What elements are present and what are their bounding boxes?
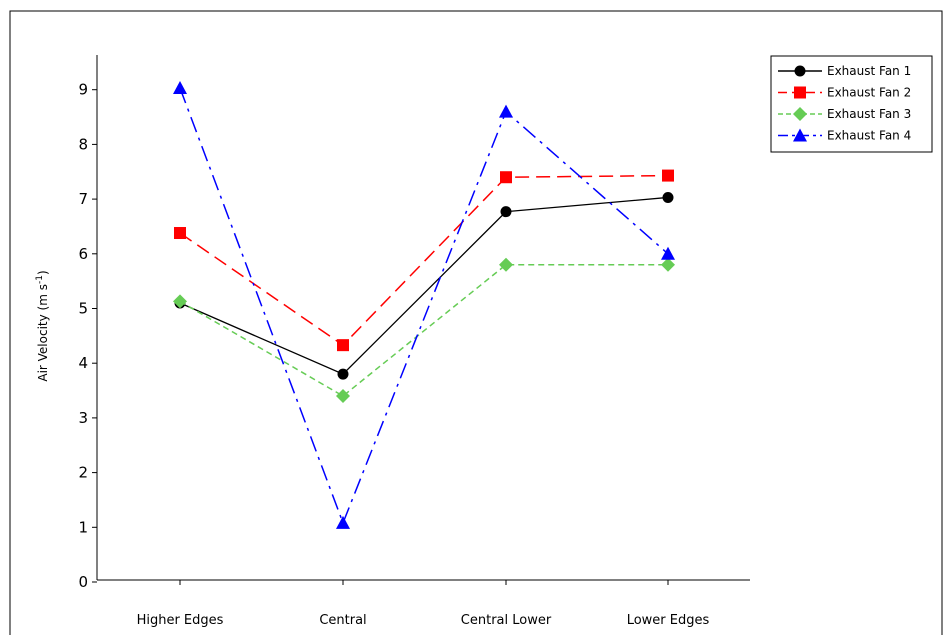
- data-point-marker: [336, 389, 350, 404]
- series-line: [179, 196, 669, 375]
- y-tick-label: 4: [78, 354, 88, 372]
- data-point-marker: [499, 257, 513, 272]
- legend-label: Exhaust Fan 4: [827, 129, 911, 143]
- series-line: [179, 263, 668, 397]
- legend-entry: Exhaust Fan 3: [778, 107, 911, 121]
- data-point-marker: [337, 339, 349, 352]
- x-tick-label: Central Lower: [461, 613, 552, 628]
- legend-marker: [794, 86, 806, 99]
- y-tick-label: 2: [78, 464, 88, 482]
- legend-entry: Exhaust Fan 4: [778, 128, 911, 143]
- y-tick-label: 7: [78, 190, 88, 208]
- series-3: [173, 257, 675, 404]
- data-point-marker: [337, 368, 349, 380]
- x-tick-label: Central: [319, 613, 366, 628]
- y-axis-label: Air Velocity (m s-1): [35, 270, 50, 381]
- legend-label: Exhaust Fan 2: [827, 86, 911, 100]
- legend-marker: [793, 107, 807, 121]
- y-tick-label: 6: [78, 245, 88, 263]
- data-point-marker: [500, 171, 512, 184]
- data-point-marker: [173, 81, 187, 95]
- data-point-marker: [174, 227, 186, 240]
- data-point-marker: [336, 515, 350, 529]
- legend-marker: [794, 65, 806, 77]
- legend-entry: Exhaust Fan 1: [778, 64, 911, 78]
- legend-label: Exhaust Fan 1: [827, 64, 911, 78]
- legend-entry: Exhaust Fan 2: [778, 86, 911, 100]
- series-4: [173, 81, 675, 529]
- legend-marker: [793, 128, 807, 142]
- y-tick-label: 3: [78, 409, 88, 427]
- series-layer: [173, 81, 675, 529]
- data-point-marker: [499, 104, 513, 118]
- y-tick-label: 1: [78, 518, 88, 536]
- legend: Exhaust Fan 1 Exhaust Fan 2 Exhaust Fan 3 E…: [770, 55, 933, 153]
- series-2: [174, 169, 674, 352]
- data-point-marker: [662, 169, 674, 182]
- data-point-marker: [661, 257, 675, 272]
- y-axis-ticks: 0 1 2 3 4 5 6 7 8 9: [78, 81, 97, 591]
- data-point-marker: [500, 206, 512, 218]
- x-axis-ticks: Higher Edges Central Central Lower Lower Ed…: [137, 580, 710, 628]
- y-tick-label: 8: [78, 135, 88, 153]
- data-point-marker: [173, 294, 187, 309]
- y-tick-label: 5: [78, 300, 88, 318]
- axes: [96, 55, 750, 581]
- series-line: [179, 174, 669, 347]
- x-tick-label: Lower Edges: [627, 613, 710, 628]
- data-point-marker: [661, 246, 675, 260]
- data-point-marker: [662, 191, 674, 203]
- y-tick-label: 9: [78, 81, 88, 99]
- legend-label: Exhaust Fan 3: [827, 107, 911, 121]
- y-tick-label: 0: [78, 573, 88, 591]
- x-tick-label: Higher Edges: [137, 613, 224, 628]
- series-line: [179, 87, 669, 526]
